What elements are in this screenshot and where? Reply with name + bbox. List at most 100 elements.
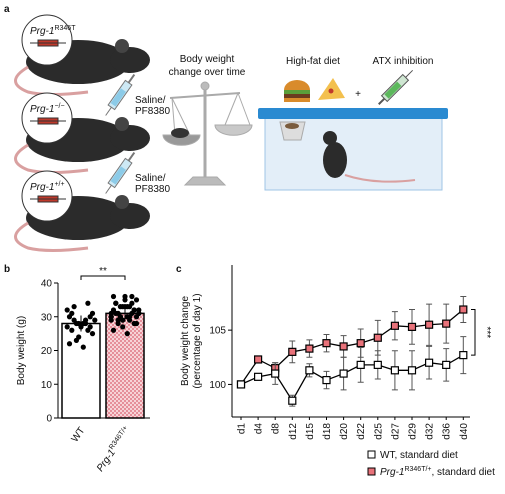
y-axis-label: (percentage of day 1)	[192, 293, 203, 388]
data-point	[120, 304, 126, 310]
y-tick-label: 100	[209, 380, 226, 391]
data-point	[288, 347, 297, 356]
x-tick-label: d15	[305, 423, 316, 440]
data-point	[356, 360, 365, 369]
data-point	[459, 351, 468, 360]
x-tick-label: d4	[254, 423, 265, 435]
data-point	[339, 342, 348, 351]
mouse-ear	[115, 195, 129, 209]
plus-sign: +	[355, 89, 361, 100]
treatment-label: PF8380	[135, 106, 170, 117]
label-base: Prg-1	[380, 467, 404, 478]
label-base: Prg-1	[30, 104, 54, 115]
y-tick-label: 40	[41, 279, 53, 290]
significance-bracket	[80, 275, 126, 280]
data-point	[83, 320, 89, 327]
significance-bracket	[471, 309, 476, 356]
y-tick-label: 0	[46, 414, 52, 425]
data-point	[69, 327, 75, 333]
label: Prg-1R346T/+	[94, 425, 133, 474]
x-tick-label: d8	[271, 423, 282, 435]
treatment-label: PF8380	[135, 184, 170, 195]
data-point	[271, 369, 280, 378]
label: Prg-1R346T/+, standard diet	[380, 466, 495, 478]
panel-label: b	[4, 264, 10, 275]
treatment-label: Saline/	[135, 173, 166, 184]
x-tick-label: d1	[237, 423, 248, 435]
x-tick-label: d20	[339, 423, 350, 440]
data-point	[80, 344, 86, 350]
data-point	[108, 314, 114, 320]
data-point	[133, 297, 140, 303]
mouse-ear	[115, 117, 129, 131]
data-point	[85, 300, 91, 306]
data-point	[89, 331, 96, 337]
data-point	[124, 314, 130, 320]
data-point	[122, 293, 128, 300]
data-point	[66, 341, 73, 347]
cage-icon	[258, 108, 448, 191]
data-point	[288, 396, 297, 405]
label-base: Prg-1	[30, 182, 54, 193]
data-point	[459, 305, 468, 314]
data-point	[113, 300, 119, 306]
legend-label: WT, standard diet	[380, 450, 458, 461]
label: Prg-1−/−	[30, 103, 65, 115]
data-point	[442, 360, 451, 369]
scale-label: Body weight	[180, 54, 235, 65]
x-tick-label: d18	[322, 423, 333, 440]
mouse-tail	[14, 65, 89, 96]
data-point	[64, 307, 70, 313]
panel-label: c	[176, 264, 182, 275]
data-point	[64, 324, 70, 330]
data-point	[136, 310, 142, 316]
data-point	[425, 320, 434, 329]
data-point	[356, 339, 365, 348]
mouse-head	[110, 125, 150, 151]
y-axis-label: Body weight (g)	[16, 316, 27, 385]
data-point	[254, 372, 263, 381]
x-tick-label: d40	[459, 423, 470, 440]
label-superscript: −/−	[54, 103, 64, 110]
data-point	[131, 307, 137, 313]
data-point	[120, 324, 126, 330]
data-point	[407, 322, 417, 331]
data-point	[373, 360, 382, 369]
label-superscript: R346T	[54, 25, 76, 32]
significance-label: **	[99, 266, 107, 277]
significance-label: ***	[481, 326, 492, 338]
panel-label: a	[4, 4, 10, 15]
label: Prg-1R346T	[30, 25, 76, 37]
data-point	[236, 380, 246, 389]
data-point	[390, 366, 399, 375]
data-point	[133, 320, 140, 327]
mouse-ear	[115, 39, 129, 53]
data-point	[110, 327, 117, 333]
label-base: Prg-1	[30, 26, 54, 37]
data-point	[339, 369, 348, 378]
y-axis-label: Body weight change	[180, 296, 191, 387]
data-point	[442, 319, 451, 328]
label-base: Prg-1	[95, 448, 118, 474]
treatment-label: Saline/	[135, 95, 166, 106]
y-tick-label: 10	[41, 380, 53, 391]
mouse-head	[110, 47, 150, 73]
data-point	[407, 366, 417, 375]
x-tick-label: d12	[288, 423, 299, 440]
x-tick-label: d25	[373, 423, 384, 440]
data-point	[305, 344, 314, 353]
scale-label: change over time	[169, 67, 246, 78]
x-tick-label: d27	[390, 423, 401, 440]
label-superscript: R346T/+	[108, 425, 129, 451]
legend-marker	[367, 467, 376, 476]
data-point	[87, 324, 93, 330]
x-tick-label: d29	[408, 423, 419, 440]
data-point	[425, 358, 434, 367]
label-suffix: , standard diet	[432, 467, 496, 478]
x-tick-label: d36	[442, 423, 453, 440]
mouse-tail	[14, 143, 89, 174]
label-superscript: R346T/+	[404, 466, 431, 473]
data-point	[76, 320, 82, 327]
syringe	[105, 73, 136, 116]
data-point	[305, 366, 314, 375]
